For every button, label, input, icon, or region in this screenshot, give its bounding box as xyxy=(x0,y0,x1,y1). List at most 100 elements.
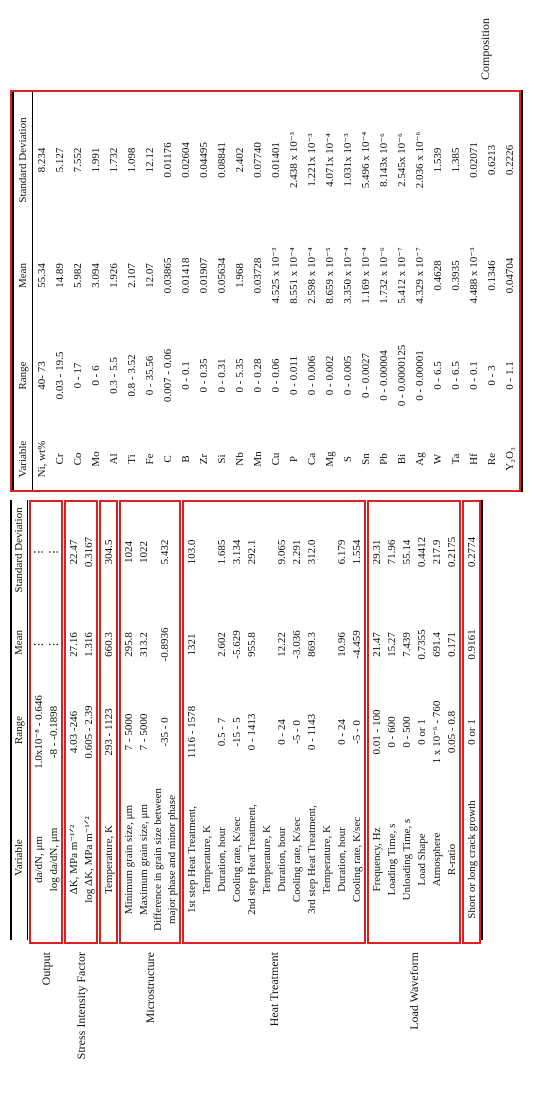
cell: Hf xyxy=(468,453,480,465)
cell: 8.143x 10⁻⁶ xyxy=(378,133,390,187)
cell: 0.2175 xyxy=(445,536,458,568)
cell: 2.545x 10⁻⁶ xyxy=(396,133,408,187)
cell: Atmosphere xyxy=(430,832,443,887)
cell: Mean xyxy=(13,629,25,656)
cell: Temperature, K xyxy=(102,825,115,894)
cell: W xyxy=(432,453,444,465)
cell: 295.8 xyxy=(122,632,135,657)
cell: 0.1346 xyxy=(486,260,498,291)
group: Short or long crack growth 0 or 1 0.9161 0.… xyxy=(462,500,481,1100)
table-row: Cu 0 - 0.06 4.525 x 10⁻³ 0.01401 xyxy=(267,92,285,490)
cell: 0.03728 xyxy=(252,257,264,294)
cell: 7.439 xyxy=(400,632,413,657)
cell: 8.551 x 10⁻⁴ xyxy=(288,247,300,304)
cell: 0.02071 xyxy=(468,142,480,178)
cell: 0.605 - 2.39 xyxy=(82,705,95,759)
cell: 0 - 0.1 xyxy=(180,361,192,390)
cell: 1022 xyxy=(137,541,150,563)
cell: 2.598 x 10⁻⁴ xyxy=(306,247,318,304)
cell: 1.554 xyxy=(350,539,363,565)
cell: Mean xyxy=(17,262,29,289)
cell: Duration, hour xyxy=(335,827,348,892)
cell: 0 - 600 xyxy=(385,716,398,748)
cell: 4.03 -246 xyxy=(67,710,80,754)
cell: 0.171 xyxy=(445,632,458,657)
table-row: Sn 0 - 0.0027 1.169 x 10⁻⁴ 5.496 x 10⁻⁴ xyxy=(357,92,375,490)
cell: 0 - 0.1 xyxy=(468,361,480,390)
cell: ⋮ xyxy=(32,546,45,558)
cell: Ti xyxy=(126,454,138,464)
cell: 0 - 1413 xyxy=(245,713,258,751)
cell: Pb xyxy=(378,453,390,465)
cell: -4.459 xyxy=(350,630,363,659)
cell: Fe xyxy=(144,453,156,465)
cell: Sn xyxy=(360,453,372,465)
cell: Frequency, Hz xyxy=(370,827,383,892)
cell: 0.08841 xyxy=(216,142,228,178)
composition-box: Variable Range Mean Standard Deviation Ni, w… xyxy=(10,90,521,492)
cell: 1024 xyxy=(122,541,135,563)
cell: 0.3167 xyxy=(82,536,95,568)
cell: 1.926 xyxy=(108,263,120,288)
cell: 0 - 24 xyxy=(275,719,288,745)
cell: 0 - 0.31 xyxy=(216,358,228,393)
table-row: Temperature, K xyxy=(259,502,274,942)
cell: 0.9161 xyxy=(465,629,478,660)
header-row: Variable Range Mean Standard Deviation xyxy=(10,500,28,940)
cell: Mo xyxy=(90,451,102,467)
cell: Nb xyxy=(234,452,246,466)
cell: 0 - 0.28 xyxy=(252,358,264,393)
table-row: Mn 0 - 0.28 0.03728 0.07740 xyxy=(249,92,267,490)
cell: 4.329 x 10⁻⁷ xyxy=(414,247,426,304)
cell: 10.96 xyxy=(335,632,348,657)
cell: 71.96 xyxy=(385,539,398,565)
cell: 0.03 - 19.5 xyxy=(54,351,66,400)
cell: 6.179 xyxy=(335,539,348,565)
cell: 5.432 xyxy=(159,539,171,565)
cell: 55.34 xyxy=(36,263,48,288)
group-box: Minimum grain size, μm 7 - 5000 295.8 1024 M… xyxy=(119,500,181,944)
cell: log ΔK, MPa m⁻¹ᐟ² xyxy=(82,816,95,903)
cell: Co xyxy=(72,452,84,466)
cell: 0.05634 xyxy=(216,257,228,294)
cell: ΔK, MPa m⁻¹ᐟ² xyxy=(67,824,80,895)
cell: 2.291 xyxy=(290,539,303,565)
cell: Mn xyxy=(252,451,264,467)
cell: 0 - 0.00004 xyxy=(378,350,390,401)
table-row: log da/dN, μm -8 - -0.1898 ⋮ ⋮ xyxy=(46,502,61,942)
cell: 0.8 - 3.52 xyxy=(126,354,138,397)
table-row: Duration, hour 0 - 24 10.96 6.179 xyxy=(334,502,349,942)
table-row: Mo 0 - 6 3.094 1.991 xyxy=(87,92,105,490)
cell: 0 - 6.5 xyxy=(432,361,444,390)
table-row: Cooling rate, K/sec -5 - 0 -3.036 2.291 xyxy=(289,502,304,942)
cell: 292.1 xyxy=(245,539,258,565)
table-row: P 0 - 0.011 8.551 x 10⁻⁴ 2.438 x 10⁻³ xyxy=(285,92,303,490)
cell: 40- 73 xyxy=(36,361,48,390)
cell: 1st step Heat Treatment, xyxy=(185,806,198,913)
group: Output da/dN, μm 1.0x10⁻⁸ - 0.646 ⋮ ⋮ log da/… xyxy=(29,500,63,1100)
cell: 21.47 xyxy=(370,632,383,657)
cell: Duration, hour xyxy=(275,827,288,892)
cell: Si xyxy=(216,454,228,464)
table-row: Bi 0 - 0.0000125 5.412 x 10⁻⁷ 2.545x 10⁻⁶ xyxy=(393,92,411,490)
cell: 0 or 1 xyxy=(415,719,428,745)
cell: 0 - 6 xyxy=(90,365,102,386)
table-row: Si 0 - 0.31 0.05634 0.08841 xyxy=(213,92,231,490)
table-row: Ti 0.8 - 3.52 2.107 1.098 xyxy=(123,92,141,490)
table-row: Load Shape 0 or 1 0.7355 0.4412 xyxy=(414,502,429,942)
cell: 0 - 0.006 xyxy=(306,355,318,396)
cell: 7 - 5000 xyxy=(122,713,135,751)
header-row: Variable Range Mean Standard Deviation xyxy=(12,92,33,490)
cell: Zr xyxy=(198,453,210,465)
cell: 1.0x10⁻⁸ - 0.646 xyxy=(32,695,45,769)
cell: 0.01176 xyxy=(162,142,174,178)
cell: 0 - 0.00001 xyxy=(414,350,426,401)
cell: 4.071x 10⁻⁴ xyxy=(324,133,336,187)
cell: 27.16 xyxy=(67,632,80,657)
cell: 1.031x 10⁻³ xyxy=(342,133,354,187)
table-row: 3rd step Heat Treatment, 0 - 1143 869.3 312… xyxy=(304,502,319,942)
cell: -5 - 0 xyxy=(290,720,303,744)
cell: 1.732 x 10⁻⁶ xyxy=(378,247,390,304)
group-label: Output xyxy=(38,952,53,986)
cell: Al xyxy=(108,453,120,465)
